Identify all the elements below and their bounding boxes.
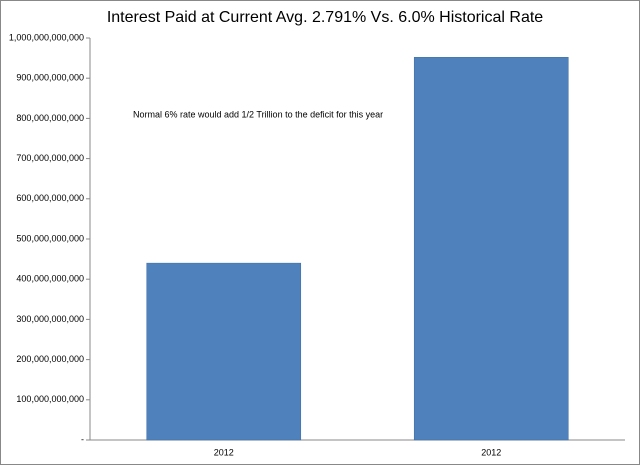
y-tick-label: 1,000,000,000,000: [9, 32, 84, 42]
annotation: Normal 6% rate would add 1/2 Trillion to…: [133, 109, 383, 119]
x-tick-label: 2012: [214, 447, 234, 457]
y-tick-label: 300,000,000,000: [16, 314, 84, 324]
y-tick-label: 600,000,000,000: [16, 193, 84, 203]
x-tick-label: 2012: [481, 447, 501, 457]
y-tick-label: 100,000,000,000: [16, 394, 84, 404]
y-tick-label: 400,000,000,000: [16, 274, 84, 284]
y-tick-label: 200,000,000,000: [16, 354, 84, 364]
chart-title: Interest Paid at Current Avg. 2.791% Vs.…: [107, 9, 543, 26]
y-tick-label: 900,000,000,000: [16, 73, 84, 83]
y-tick-label: 700,000,000,000: [16, 153, 84, 163]
y-tick-label: 800,000,000,000: [16, 113, 84, 123]
y-tick-label: 500,000,000,000: [16, 233, 84, 243]
y-tick-label: -: [81, 434, 84, 444]
bar: [146, 262, 302, 441]
bar: [413, 57, 569, 441]
